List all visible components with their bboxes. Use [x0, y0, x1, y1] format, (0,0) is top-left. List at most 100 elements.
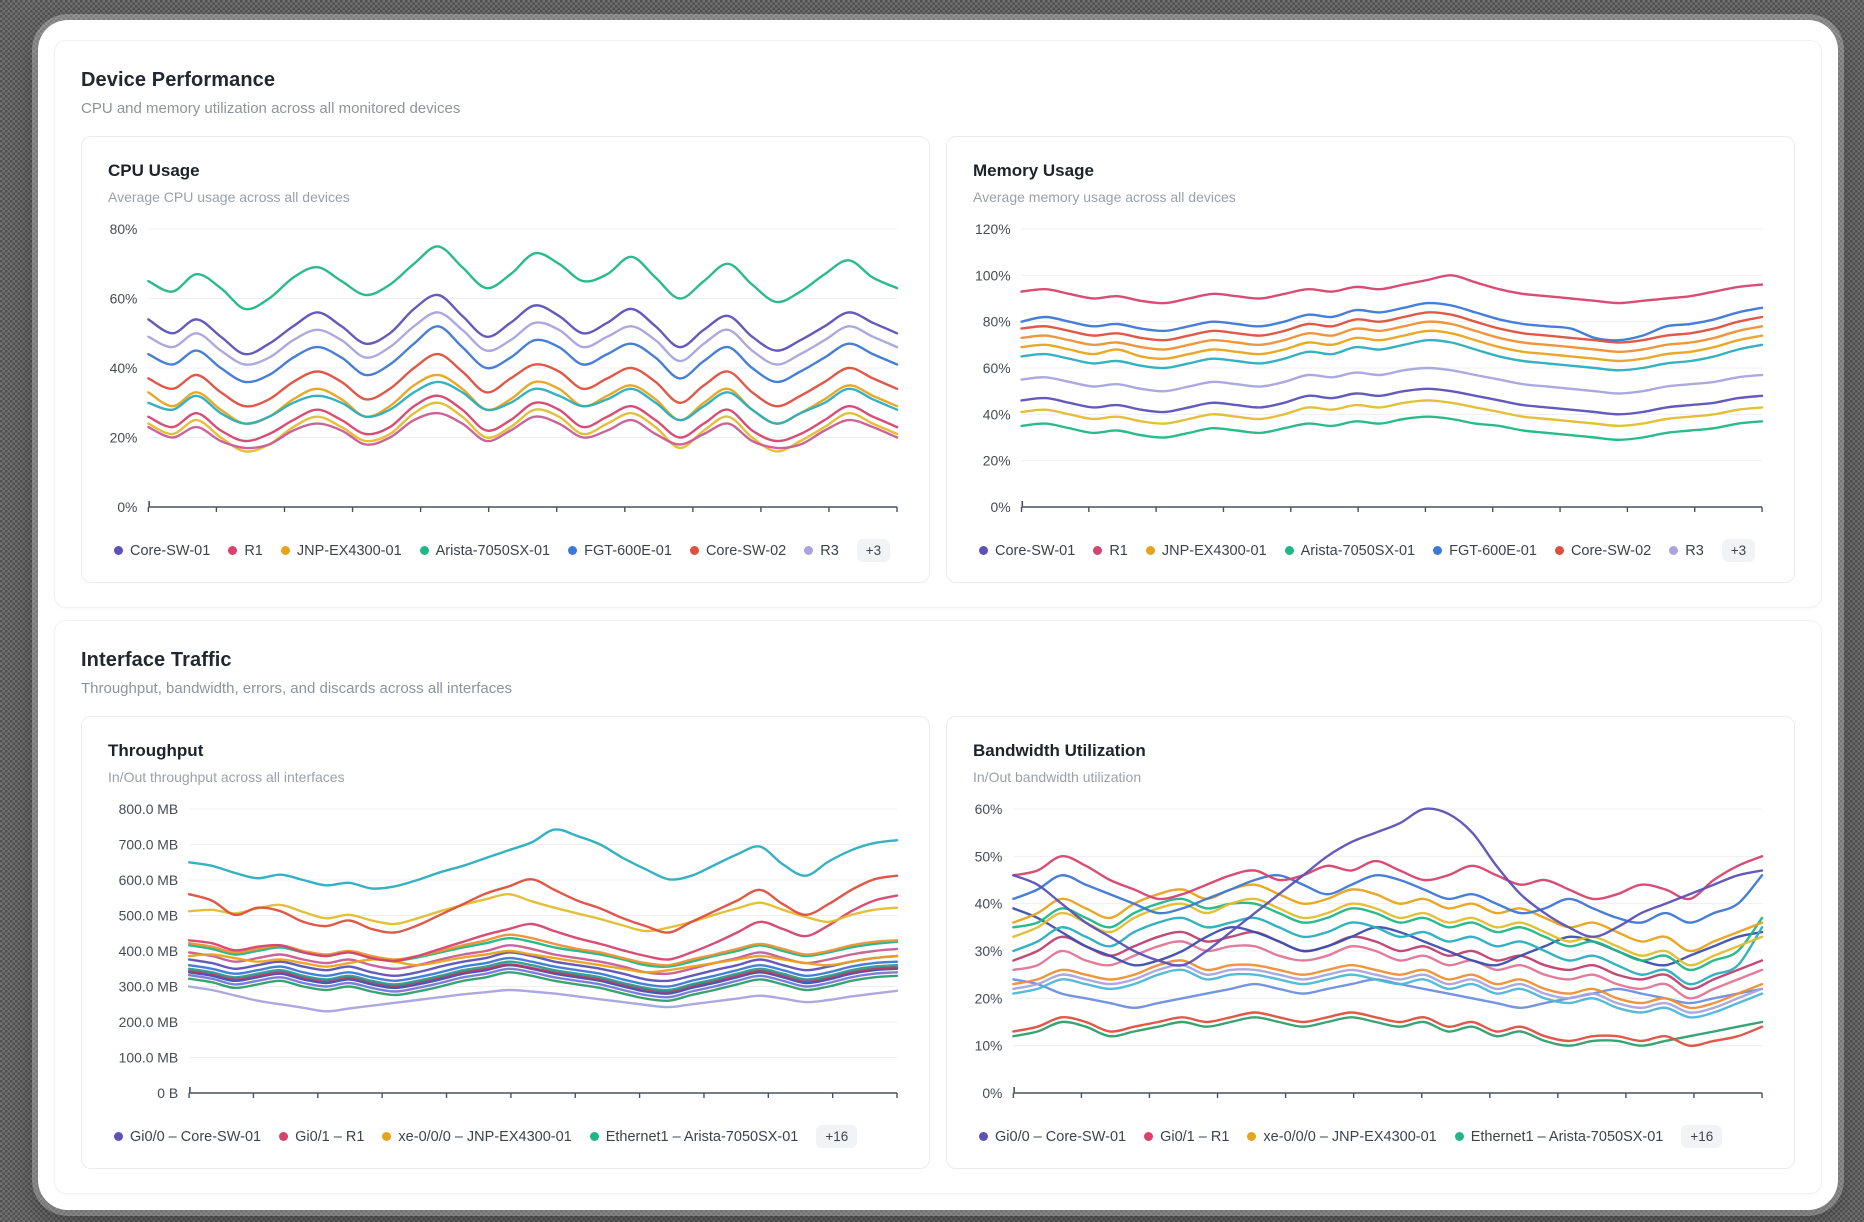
- svg-text:40%: 40%: [110, 360, 138, 376]
- svg-text:30%: 30%: [975, 943, 1003, 959]
- chart-subtitle: Average memory usage across all devices: [973, 189, 1236, 205]
- legend-dot-icon: [1433, 546, 1443, 555]
- bandwidth-utilization-chart: 60% 50% 40% 30% 20% 10% 0%: [975, 801, 1764, 1101]
- legend-dot-icon: [979, 1132, 988, 1141]
- legend-label: FGT-600E-01: [1449, 542, 1537, 559]
- svg-text:20%: 20%: [110, 429, 138, 445]
- legend-dot-icon: [1669, 546, 1679, 555]
- legend-dot-icon: [1144, 1132, 1154, 1141]
- svg-text:0%: 0%: [990, 499, 1010, 515]
- legend-label: JNP-EX4300-01: [296, 542, 402, 559]
- svg-text:40%: 40%: [975, 896, 1003, 912]
- chart-subtitle: In/Out throughput across all interfaces: [108, 769, 345, 785]
- chart-subtitle: Average CPU usage across all devices: [108, 189, 350, 205]
- throughput-chart: 800.0 MB 700.0 MB 600.0 MB 500.0 MB 400.0 MB…: [119, 801, 899, 1101]
- legend-item: Ethernet1 – Arista-7050SX-01: [589, 1129, 798, 1145]
- legend-item: Gi0/1 – R1: [279, 1129, 364, 1145]
- memory-usage-card: Memory Usage Average memory usage across…: [946, 136, 1795, 583]
- chart-legend: Core-SW-01 R1 JNP-EX4300-01 Arista-7050SX-0…: [973, 539, 1768, 562]
- legend-item: xe-0/0/0 – JNP-EX4300-01: [382, 1129, 572, 1145]
- legend-item: xe-0/0/0 – JNP-EX4300-01: [1247, 1128, 1437, 1145]
- legend-item: Core-SW-02: [689, 543, 786, 559]
- svg-text:800.0 MB: 800.0 MB: [119, 801, 178, 817]
- svg-text:80%: 80%: [110, 221, 138, 237]
- legend-label: R3: [820, 542, 839, 559]
- legend-item: Core-SW-02: [1554, 543, 1651, 559]
- legend-label: Gi0/1 – R1: [295, 1128, 365, 1145]
- legend-dot-icon: [979, 546, 988, 555]
- legend-label: Gi0/1 – R1: [1160, 1128, 1230, 1145]
- throughput-card: Throughput In/Out throughput across all …: [81, 716, 930, 1169]
- svg-text:700.0 MB: 700.0 MB: [119, 836, 178, 852]
- legend-label: Core-SW-01: [995, 542, 1076, 559]
- svg-text:40%: 40%: [983, 406, 1011, 422]
- legend-item: FGT-600E-01: [1433, 543, 1537, 559]
- legend-item: Gi0/0 – Core-SW-01: [979, 1129, 1126, 1145]
- device-chart-grid: CPU Usage Average CPU usage across all d…: [81, 136, 1795, 583]
- legend-item: Arista-7050SX-01: [419, 542, 551, 559]
- legend-item: Ethernet1 – Arista-7050SX-01: [1454, 1128, 1664, 1145]
- svg-text:120%: 120%: [975, 221, 1011, 237]
- svg-text:50%: 50%: [975, 848, 1003, 864]
- legend-dot-icon: [114, 546, 123, 555]
- legend-dot-icon: [689, 546, 699, 555]
- legend-more-badge: +3: [856, 539, 891, 562]
- memory-usage-chart: 120% 100% 80% 60% 40% 20% 0%: [975, 221, 1764, 515]
- svg-text:20%: 20%: [975, 990, 1003, 1006]
- section-title: Device Performance: [81, 69, 276, 91]
- bandwidth-utilization-card: Bandwidth Utilization In/Out bandwidth u…: [946, 716, 1795, 1169]
- legend-dot-icon: [280, 546, 290, 555]
- legend-dot-icon: [1554, 546, 1564, 555]
- legend-label: Gi0/0 – Core-SW-01: [130, 1128, 262, 1145]
- legend-item: JNP-EX4300-01: [1145, 542, 1267, 559]
- chart-title: Bandwidth Utilization: [973, 741, 1146, 760]
- svg-text:100%: 100%: [975, 267, 1011, 283]
- interface-chart-grid: Throughput In/Out throughput across all …: [81, 716, 1795, 1169]
- legend-item: FGT-600E-01: [568, 543, 672, 559]
- legend-dot-icon: [804, 546, 814, 555]
- legend-item: Gi0/0 – Core-SW-01: [114, 1129, 261, 1145]
- legend-dot-icon: [382, 1132, 392, 1141]
- legend-label: Ethernet1 – Arista-7050SX-01: [1470, 1128, 1664, 1145]
- cpu-usage-card: CPU Usage Average CPU usage across all d…: [81, 136, 930, 583]
- legend-label: Arista-7050SX-01: [1300, 542, 1416, 559]
- legend-label: Core-SW-01: [130, 542, 211, 559]
- legend-more-badge: +16: [1681, 1125, 1723, 1148]
- cpu-usage-chart: 80% 60% 40% 20% 0%: [110, 221, 899, 515]
- legend-label: R3: [1685, 542, 1704, 559]
- section-subtitle: Throughput, bandwidth, errors, and disca…: [81, 680, 513, 697]
- legend-dot-icon: [1247, 1132, 1257, 1141]
- svg-text:20%: 20%: [983, 453, 1011, 469]
- svg-text:300.0 MB: 300.0 MB: [119, 978, 178, 994]
- dashboard-panel: Device Performance CPU and memory utiliz…: [38, 20, 1838, 1210]
- section-subtitle: CPU and memory utilization across all mo…: [81, 100, 461, 117]
- legend-dot-icon: [1454, 1132, 1464, 1141]
- legend-label: xe-0/0/0 – JNP-EX4300-01: [1263, 1128, 1437, 1145]
- svg-text:0%: 0%: [117, 499, 137, 515]
- legend-item: JNP-EX4300-01: [280, 542, 402, 559]
- svg-text:600.0 MB: 600.0 MB: [119, 872, 178, 888]
- svg-text:60%: 60%: [975, 801, 1003, 817]
- legend-label: JNP-EX4300-01: [1161, 542, 1267, 559]
- legend-label: R1: [1109, 542, 1128, 559]
- legend-label: R1: [244, 542, 263, 559]
- legend-more-badge: +16: [816, 1125, 858, 1148]
- svg-text:100.0 MB: 100.0 MB: [119, 1049, 178, 1065]
- legend-item: R3: [804, 543, 839, 559]
- svg-text:0 B: 0 B: [157, 1085, 178, 1101]
- legend-item: Core-SW-01: [114, 543, 210, 559]
- legend-label: FGT-600E-01: [584, 542, 672, 559]
- legend-dot-icon: [228, 546, 238, 555]
- legend-item: Core-SW-01: [979, 543, 1075, 559]
- legend-item: Gi0/1 – R1: [1144, 1129, 1229, 1145]
- chart-title: Throughput: [108, 741, 204, 760]
- svg-text:80%: 80%: [983, 314, 1011, 330]
- legend-label: Arista-7050SX-01: [435, 542, 551, 559]
- svg-text:500.0 MB: 500.0 MB: [119, 907, 178, 923]
- legend-item: R3: [1669, 543, 1704, 559]
- chart-title: Memory Usage: [973, 161, 1094, 180]
- svg-text:60%: 60%: [110, 290, 138, 306]
- legend-dot-icon: [1093, 546, 1103, 555]
- svg-text:10%: 10%: [975, 1038, 1003, 1054]
- legend-more-badge: +3: [1721, 539, 1756, 562]
